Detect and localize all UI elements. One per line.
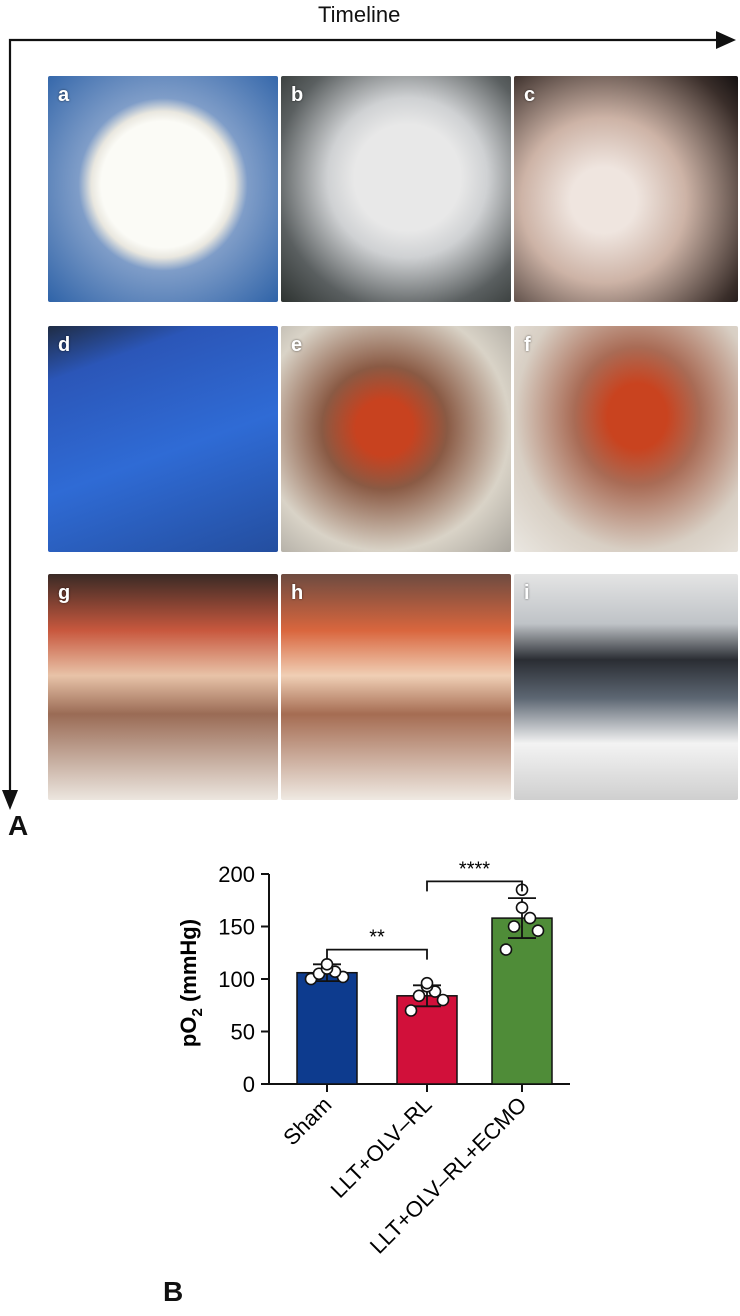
photo-a: a [48, 76, 278, 302]
photo-b-label: b [291, 84, 304, 106]
photo-h: h [281, 574, 511, 800]
significance-label: **** [459, 858, 490, 880]
photo-e-label: e [291, 334, 303, 356]
photo-c-label: c [524, 84, 536, 106]
photo-g-label: g [58, 582, 71, 604]
photo-e: e [281, 326, 511, 552]
data-point [507, 920, 521, 933]
photo-a-label: a [58, 84, 70, 106]
y-tick-label: 100 [218, 967, 255, 992]
significance-label: ** [369, 927, 385, 949]
photo-d-label: d [58, 334, 71, 356]
photo-h-label: h [291, 582, 304, 604]
photo-g: g [48, 574, 278, 800]
data-point [499, 943, 513, 956]
timeline-label: Timeline [318, 2, 401, 27]
photo-f-label: f [524, 334, 531, 356]
bar-2 [491, 917, 553, 1085]
x-tick-label: LLT+OLV–RL+ECMO [365, 1092, 532, 1259]
photo-c: c [514, 76, 738, 302]
data-point [412, 989, 426, 1003]
photo-i: i [514, 574, 738, 800]
data-point [515, 901, 529, 914]
y-tick-label: 50 [231, 1020, 255, 1045]
data-point [404, 1004, 418, 1017]
y-axis-label: pO2 (mmHg) [176, 919, 206, 1047]
panel-a-label: A [8, 810, 29, 841]
data-point [420, 976, 434, 990]
photo-i-label: i [524, 582, 530, 604]
timeline-arrows [2, 31, 736, 810]
photo-d: d [48, 326, 278, 552]
data-point [320, 958, 334, 971]
y-tick-label: 0 [243, 1072, 255, 1097]
data-point [436, 993, 450, 1007]
photo-b: b [281, 76, 511, 302]
bar-0 [296, 971, 358, 1085]
photo-f: f [514, 326, 738, 552]
data-point [523, 911, 537, 925]
significance-bracket [426, 880, 523, 892]
po2-bar-chart: pO2 (mmHg) 050100150200ShamLLT+OLV–RLLLT… [176, 858, 570, 1259]
data-point [531, 924, 545, 937]
y-tick-label: 150 [218, 915, 255, 940]
x-tick-label: Sham [278, 1092, 336, 1150]
significance-bracket [326, 948, 428, 960]
panel-b-label: B [163, 1276, 184, 1307]
y-tick-label: 200 [218, 862, 255, 887]
